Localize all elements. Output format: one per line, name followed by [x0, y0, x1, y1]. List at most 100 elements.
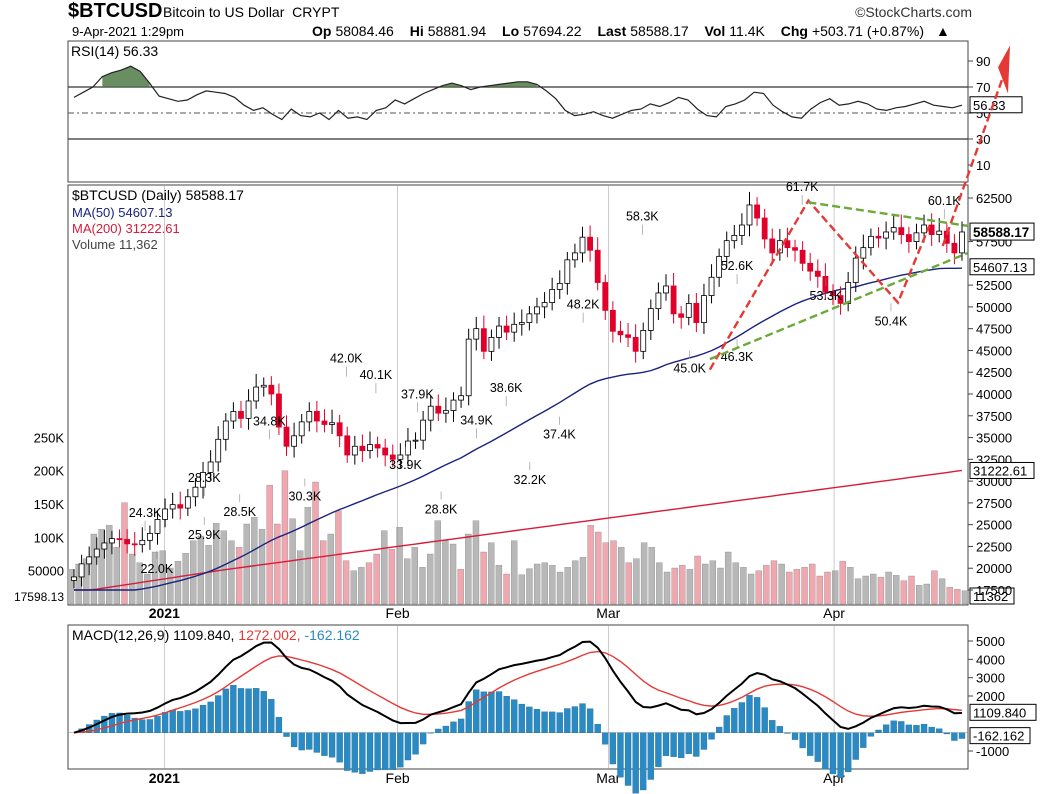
ma200-legend: MA(200) 31222.61: [72, 221, 180, 236]
volume-bar: [587, 525, 594, 605]
price-tick-label: 17500: [976, 583, 1012, 598]
volume-bar: [396, 527, 403, 605]
price-tick-label: 50000: [976, 300, 1012, 315]
macd-tick-label: 2000: [976, 689, 1005, 704]
candle-body: [184, 496, 191, 509]
macd-histogram-bar: [564, 708, 571, 733]
candle-body: [458, 395, 464, 401]
macd-histogram-bar: [290, 732, 298, 748]
volume-bar: [900, 580, 908, 605]
macd-histogram-bar: [268, 699, 275, 733]
volume-bar: [381, 530, 388, 605]
volume-bar: [778, 563, 785, 605]
macd-x-axis-label: 2021: [149, 770, 180, 786]
macd-histogram-bar: [298, 732, 305, 751]
macd-histogram-bar: [898, 721, 905, 733]
volume-bottom-label: 17598.13: [14, 590, 64, 604]
macd-histogram-bar: [541, 711, 548, 733]
volume-bar: [159, 550, 166, 605]
volume-bar: [251, 517, 258, 605]
volume-bar: [885, 571, 892, 605]
candle-body: [814, 270, 821, 277]
volume-value-box: [969, 587, 1015, 605]
candle-body: [382, 447, 389, 456]
symbol-name-text: Bitcoin to US Dollar: [163, 4, 285, 20]
candle-body: [549, 289, 556, 303]
macd-histogram-bar: [526, 706, 533, 733]
macd-tick-label: 5000: [976, 634, 1005, 649]
volume-bar: [740, 567, 747, 605]
candle-body: [109, 538, 115, 544]
macd-histogram-bar: [230, 684, 237, 733]
candle-body: [359, 445, 366, 452]
volume-bar: [190, 540, 197, 605]
rsi-tick-label: 30: [976, 132, 990, 147]
macd-tick-label: -1000: [976, 744, 1009, 759]
volume-bar: [67, 569, 75, 605]
macd-histogram-bar: [518, 703, 525, 733]
candle-body: [222, 420, 229, 440]
candle-body: [776, 240, 783, 254]
macd-x-axis-label: Mar: [596, 770, 620, 786]
volume-bar: [938, 578, 946, 605]
macd-histogram-bar: [936, 728, 943, 733]
green-lower-trend: [709, 251, 969, 361]
macd-histogram-bar: [746, 695, 753, 733]
volume-bar: [388, 549, 396, 605]
volume-bar: [916, 585, 923, 605]
candle-body: [78, 563, 85, 578]
volume-bar: [640, 542, 648, 605]
macd-histogram-bar: [761, 707, 768, 733]
volume-bar: [686, 569, 694, 605]
volume-bar: [98, 529, 105, 605]
volume-bar: [320, 540, 327, 605]
volume-bar: [816, 575, 823, 605]
brand-watermark: ©StockCharts.com: [855, 4, 972, 20]
rsi-overbought-fill: [102, 66, 537, 87]
x-axis-label: Apr: [823, 605, 845, 621]
candle-body: [465, 338, 472, 397]
price-annotation: 48.2K: [567, 298, 600, 312]
candle-body: [852, 257, 859, 283]
macd-histogram-bar: [503, 695, 510, 733]
macd-histogram-bar: [784, 732, 791, 734]
candle-body: [572, 252, 578, 261]
price-annotation: 46.3K: [721, 350, 754, 364]
volume-bar: [679, 565, 686, 605]
candle-body: [617, 330, 624, 336]
candle-body: [442, 410, 449, 414]
macd-histogram-bar: [412, 732, 419, 755]
macd-histogram-bar: [791, 732, 799, 740]
green-upper-trend: [808, 201, 969, 228]
macd-histogram-bar: [184, 710, 191, 733]
price-annotation: 22.0K: [141, 562, 174, 576]
price-tick-label: 22500: [976, 539, 1012, 554]
candle-body: [101, 542, 108, 550]
candle-body: [260, 384, 267, 388]
candle-body: [131, 543, 138, 546]
volume-bar: [327, 533, 334, 605]
volume-bar: [457, 569, 464, 605]
macd-histogram-bar: [457, 718, 465, 733]
volume-bar: [518, 574, 525, 605]
macd-histogram-bar: [586, 708, 594, 733]
candle-body: [602, 282, 609, 311]
volume-bar: [281, 470, 289, 605]
macd-histogram-bar: [943, 732, 950, 735]
macd-histogram-bar: [670, 732, 677, 757]
candle-body: [761, 217, 768, 240]
macd-histogram-bar: [882, 724, 890, 733]
macd-histogram-bar: [215, 695, 222, 733]
volume-bar: [747, 573, 755, 605]
change-label: Chg: [780, 23, 808, 39]
price-tick-label: 62500: [976, 191, 1012, 206]
last-label: Last: [597, 23, 627, 39]
ma50-value-box: [969, 258, 1035, 276]
volume-bar: [449, 543, 457, 605]
open-label: Op: [312, 23, 332, 39]
macd-histogram-bar: [336, 732, 343, 763]
collapse-arrow-icon[interactable]: ▲: [936, 23, 950, 39]
change-value: +503.71 (+0.87%): [811, 23, 925, 39]
candle-body: [169, 504, 176, 510]
